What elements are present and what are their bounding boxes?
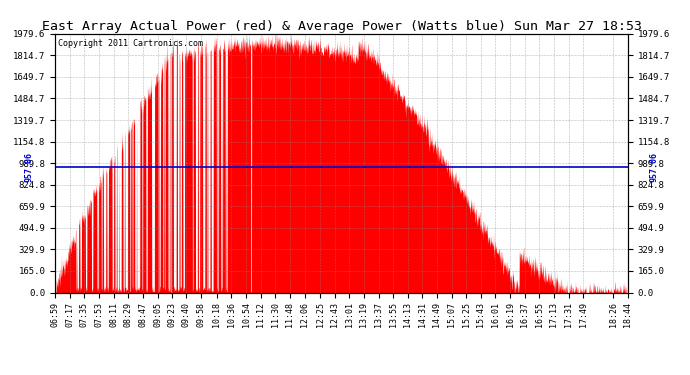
- Text: 957.06: 957.06: [649, 152, 658, 182]
- Title: East Array Actual Power (red) & Average Power (Watts blue) Sun Mar 27 18:53: East Array Actual Power (red) & Average …: [41, 20, 642, 33]
- Text: Copyright 2011 Cartronics.com: Copyright 2011 Cartronics.com: [58, 39, 203, 48]
- Text: 957.06: 957.06: [25, 152, 34, 182]
